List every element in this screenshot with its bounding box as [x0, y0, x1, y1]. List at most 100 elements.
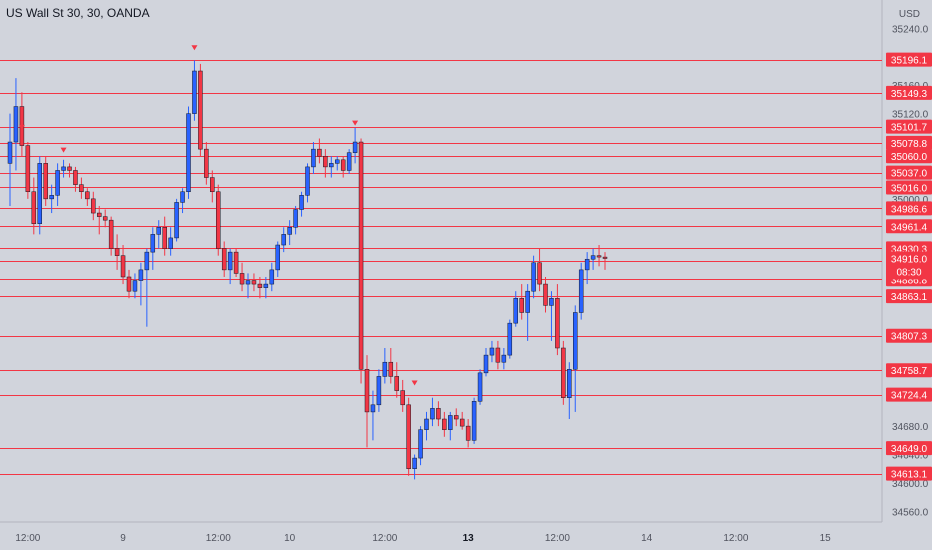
candle-body	[239, 273, 245, 285]
candle-body	[507, 322, 513, 356]
candle-body	[317, 148, 322, 157]
candle-body	[269, 269, 275, 285]
candle-body	[257, 283, 263, 288]
candle-body	[251, 280, 257, 285]
candle-body	[180, 191, 185, 203]
level-price-label: 35101.7	[891, 123, 928, 134]
candle-body	[364, 369, 370, 413]
candle-body	[174, 202, 179, 239]
candle-body	[275, 244, 280, 271]
candle-body	[400, 390, 405, 406]
candle-body	[602, 256, 608, 259]
candle-body	[108, 219, 114, 249]
time-tick-label: 12:00	[723, 533, 748, 544]
candle-body	[442, 418, 447, 430]
level-price-tag	[886, 219, 932, 234]
candle-body	[216, 191, 221, 249]
time-tick-label: 10	[284, 533, 296, 544]
level-price-label: 34930.3	[891, 244, 928, 255]
candle-body	[126, 276, 132, 292]
candle-body	[436, 408, 441, 420]
candle-body	[406, 404, 411, 469]
candle-body	[49, 195, 54, 200]
candle-body	[13, 106, 19, 143]
level-price-tag	[886, 201, 932, 216]
level-price-label: 34863.1	[891, 292, 928, 303]
candle-body	[418, 429, 423, 459]
candle-body	[281, 234, 286, 246]
level-price-label: 35037.0	[891, 169, 928, 180]
level-price-tag	[886, 165, 932, 180]
candle-body	[287, 227, 292, 235]
time-tick-label: 12:00	[372, 533, 397, 544]
level-price-label: 35196.1	[891, 56, 928, 67]
level-price-label: 35149.3	[891, 89, 928, 100]
level-price-label: 35078.8	[891, 139, 928, 150]
level-price-tag	[886, 52, 932, 67]
candle-body	[471, 401, 477, 441]
candle-body	[311, 148, 316, 168]
candle-body	[293, 209, 298, 228]
candle-body	[85, 191, 90, 200]
candle-body	[555, 298, 560, 349]
candle-body	[114, 248, 120, 256]
fractal-marker-icon	[411, 380, 418, 386]
time-tick-label: 12:00	[206, 533, 231, 544]
candle-body	[454, 415, 459, 420]
level-price-label: 35060.0	[891, 152, 928, 163]
candle-body	[37, 163, 42, 224]
candle-body	[156, 227, 161, 235]
candle-body	[352, 141, 358, 153]
candle-body	[388, 361, 394, 377]
level-price-tag	[886, 289, 932, 304]
candle-body	[382, 361, 388, 377]
candle-body	[132, 280, 138, 292]
candle-body	[120, 255, 126, 278]
candle-body	[596, 255, 602, 258]
candle-body	[477, 372, 483, 402]
candle-body	[590, 255, 596, 260]
candle-body	[335, 159, 340, 164]
candle-body	[573, 312, 578, 370]
fractal-marker-icon	[60, 147, 67, 153]
candle-body	[495, 347, 501, 363]
candle-body	[483, 354, 489, 374]
level-price-label: 34758.7	[891, 366, 928, 377]
chart-title: US Wall St 30, 30, OANDA	[6, 6, 150, 20]
candle-body	[7, 141, 13, 164]
current-price-label: 34916.0	[891, 255, 928, 266]
candle-body	[519, 298, 524, 313]
price-tick-label: 35240.0	[892, 24, 929, 35]
fractal-marker-icon	[191, 45, 198, 51]
candle-body	[358, 141, 364, 370]
candle-body	[204, 148, 209, 178]
candle-body	[412, 457, 417, 469]
candle-body	[305, 166, 310, 196]
candle-body	[138, 269, 144, 281]
candle-body	[186, 113, 191, 193]
candle-body	[489, 347, 495, 356]
candle-body	[465, 425, 471, 441]
current-price-tag	[886, 251, 932, 280]
candle-body	[561, 347, 566, 398]
currency-label: USD	[898, 9, 920, 20]
candle-body	[567, 369, 572, 398]
level-price-tag	[886, 328, 932, 343]
fractal-marker-icon	[352, 120, 359, 126]
level-price-label: 34961.4	[891, 222, 928, 233]
candle-body	[102, 216, 108, 221]
candle-body	[323, 155, 328, 168]
candle-body	[67, 166, 72, 171]
level-price-tag	[886, 466, 932, 481]
candle-body	[43, 163, 48, 200]
level-price-label: 34613.1	[891, 470, 928, 481]
candle-body	[376, 376, 382, 406]
candle-body	[221, 248, 227, 271]
level-price-tag	[886, 363, 932, 378]
level-price-label: 34649.0	[891, 444, 928, 455]
candle-body	[448, 415, 453, 430]
candle-body	[227, 251, 233, 271]
